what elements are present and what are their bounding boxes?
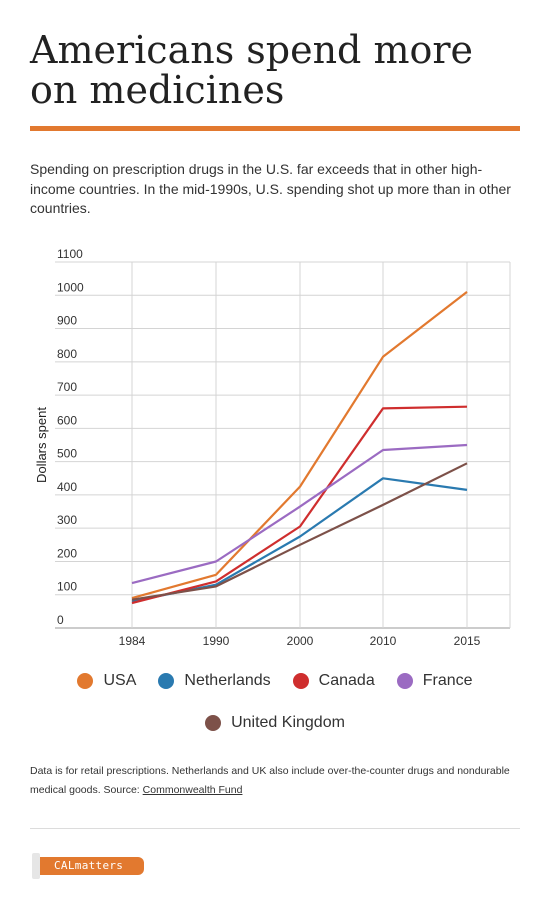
chart-subtitle: Spending on prescription drugs in the U.… — [30, 161, 511, 216]
y-tick-label: 500 — [57, 447, 77, 461]
legend-label: Canada — [318, 672, 375, 689]
legend-swatch — [205, 715, 222, 731]
calmatters-logo[interactable]: CALmatters — [32, 853, 144, 879]
legend-label: United Kingdom — [231, 714, 345, 731]
logo-text: CALmatters — [54, 859, 124, 872]
footer-divider — [30, 828, 520, 829]
legend-item: Canada — [292, 672, 375, 690]
legend-item: France — [396, 672, 473, 690]
y-axis-label: Dollars spent — [34, 407, 49, 483]
footnote: Data is for retail prescriptions. Nether… — [30, 762, 520, 800]
x-tick-label: 2000 — [287, 634, 314, 648]
legend-item: United Kingdom — [205, 714, 345, 732]
x-tick-label: 1990 — [203, 634, 230, 648]
y-tick-label: 1000 — [57, 280, 84, 294]
footnote-text: Data is for retail prescriptions. Nether… — [30, 765, 510, 796]
legend-item: Netherlands — [158, 672, 271, 690]
y-tick-label: 0 — [57, 613, 64, 627]
x-tick-label: 1984 — [119, 634, 146, 648]
legend-swatch — [292, 673, 309, 689]
legend-label: USA — [103, 672, 137, 689]
y-tick-label: 900 — [57, 314, 77, 328]
chart-legend: USA Netherlands Canada France United Kingdom — [30, 672, 520, 732]
legend-item: USA — [77, 672, 136, 690]
y-tick-label: 800 — [57, 347, 77, 361]
legend-swatch — [396, 673, 413, 689]
legend-swatch — [77, 673, 94, 689]
legend-swatch — [158, 673, 175, 689]
source-link[interactable]: Commonwealth Fund — [142, 784, 243, 796]
title-divider — [30, 126, 520, 131]
x-tick-label: 2015 — [454, 634, 481, 648]
line-chart: 0 100 200 300 400 500 600 700 800 900 1000 1100 1984… — [34, 247, 511, 648]
y-tick-label: 400 — [57, 480, 77, 494]
y-tick-label: 200 — [57, 546, 77, 560]
y-tick-label: 700 — [57, 380, 77, 394]
y-tick-label: 600 — [57, 413, 77, 427]
legend-label: Netherlands — [184, 672, 271, 689]
legend-label: France — [422, 672, 473, 689]
y-tick-label: 100 — [57, 580, 77, 594]
y-tick-label: 300 — [57, 513, 77, 527]
logo-scroll-edge — [32, 853, 40, 879]
x-tick-label: 2010 — [370, 634, 397, 648]
y-tick-label: 1100 — [57, 247, 83, 261]
logo-banner — [36, 857, 144, 875]
chart-title: Americans spend more on medicines — [30, 28, 474, 112]
